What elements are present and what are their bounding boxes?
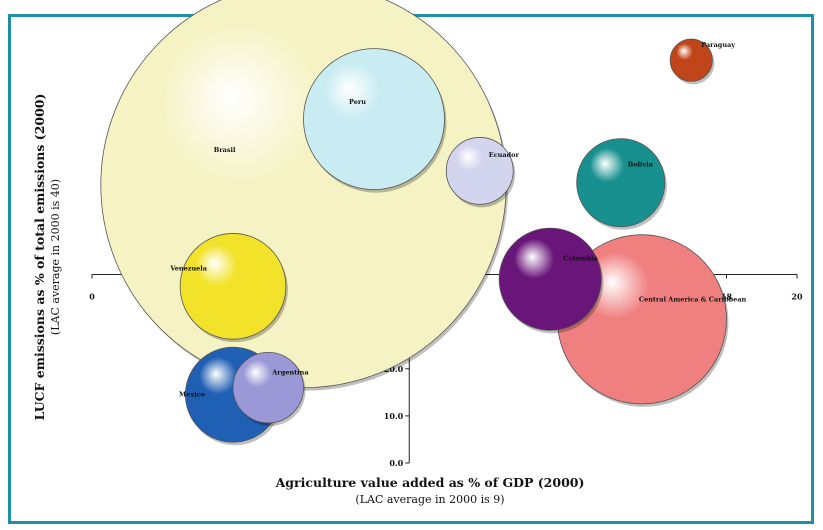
bubble-brasil [100, 0, 507, 389]
x-tick-label: 18 [721, 292, 733, 302]
y-tick-label: 0.0 [389, 458, 403, 468]
y-tick-label: 20.0 [384, 364, 404, 374]
y-axis-title: LUCF emissions as % of total emissions (… [32, 94, 47, 421]
point-label-bolivia: Bolivia [628, 161, 654, 169]
bubble-paraguay [669, 38, 713, 82]
y-axis-subtitle: (LAC average in 2000 is 40) [49, 179, 62, 335]
bubble-colombia [498, 227, 602, 331]
y-tick-label: 10.0 [384, 411, 404, 421]
bubble-venezuela [179, 233, 287, 340]
point-label-mexico: Mexico [179, 391, 206, 399]
x-axis-title: Agriculture value added as % of GDP (200… [275, 475, 585, 490]
point-label-venezuela: Venezuela [169, 264, 207, 272]
point-label-argentina: Argentina [271, 369, 309, 377]
x-tick-label: 20 [791, 292, 803, 302]
point-label-paraguay: Paraguay [701, 41, 735, 49]
x-axis-subtitle: (LAC average in 2000 is 9) [355, 493, 504, 506]
x-tick-label: 0 [89, 292, 95, 302]
bubble-peru [303, 48, 445, 190]
point-label-brasil: Brasil [214, 146, 236, 154]
bubble-ecuador [445, 137, 514, 205]
bubble-bolivia [576, 138, 666, 228]
point-label-ecuador: Ecuador [489, 151, 520, 159]
point-label-peru: Peru [349, 98, 366, 106]
bubble-argentina [232, 351, 304, 424]
point-label-central-america-caribbean: Central America & Caribbean [639, 295, 747, 303]
point-label-colombia: Colombia [563, 254, 598, 262]
